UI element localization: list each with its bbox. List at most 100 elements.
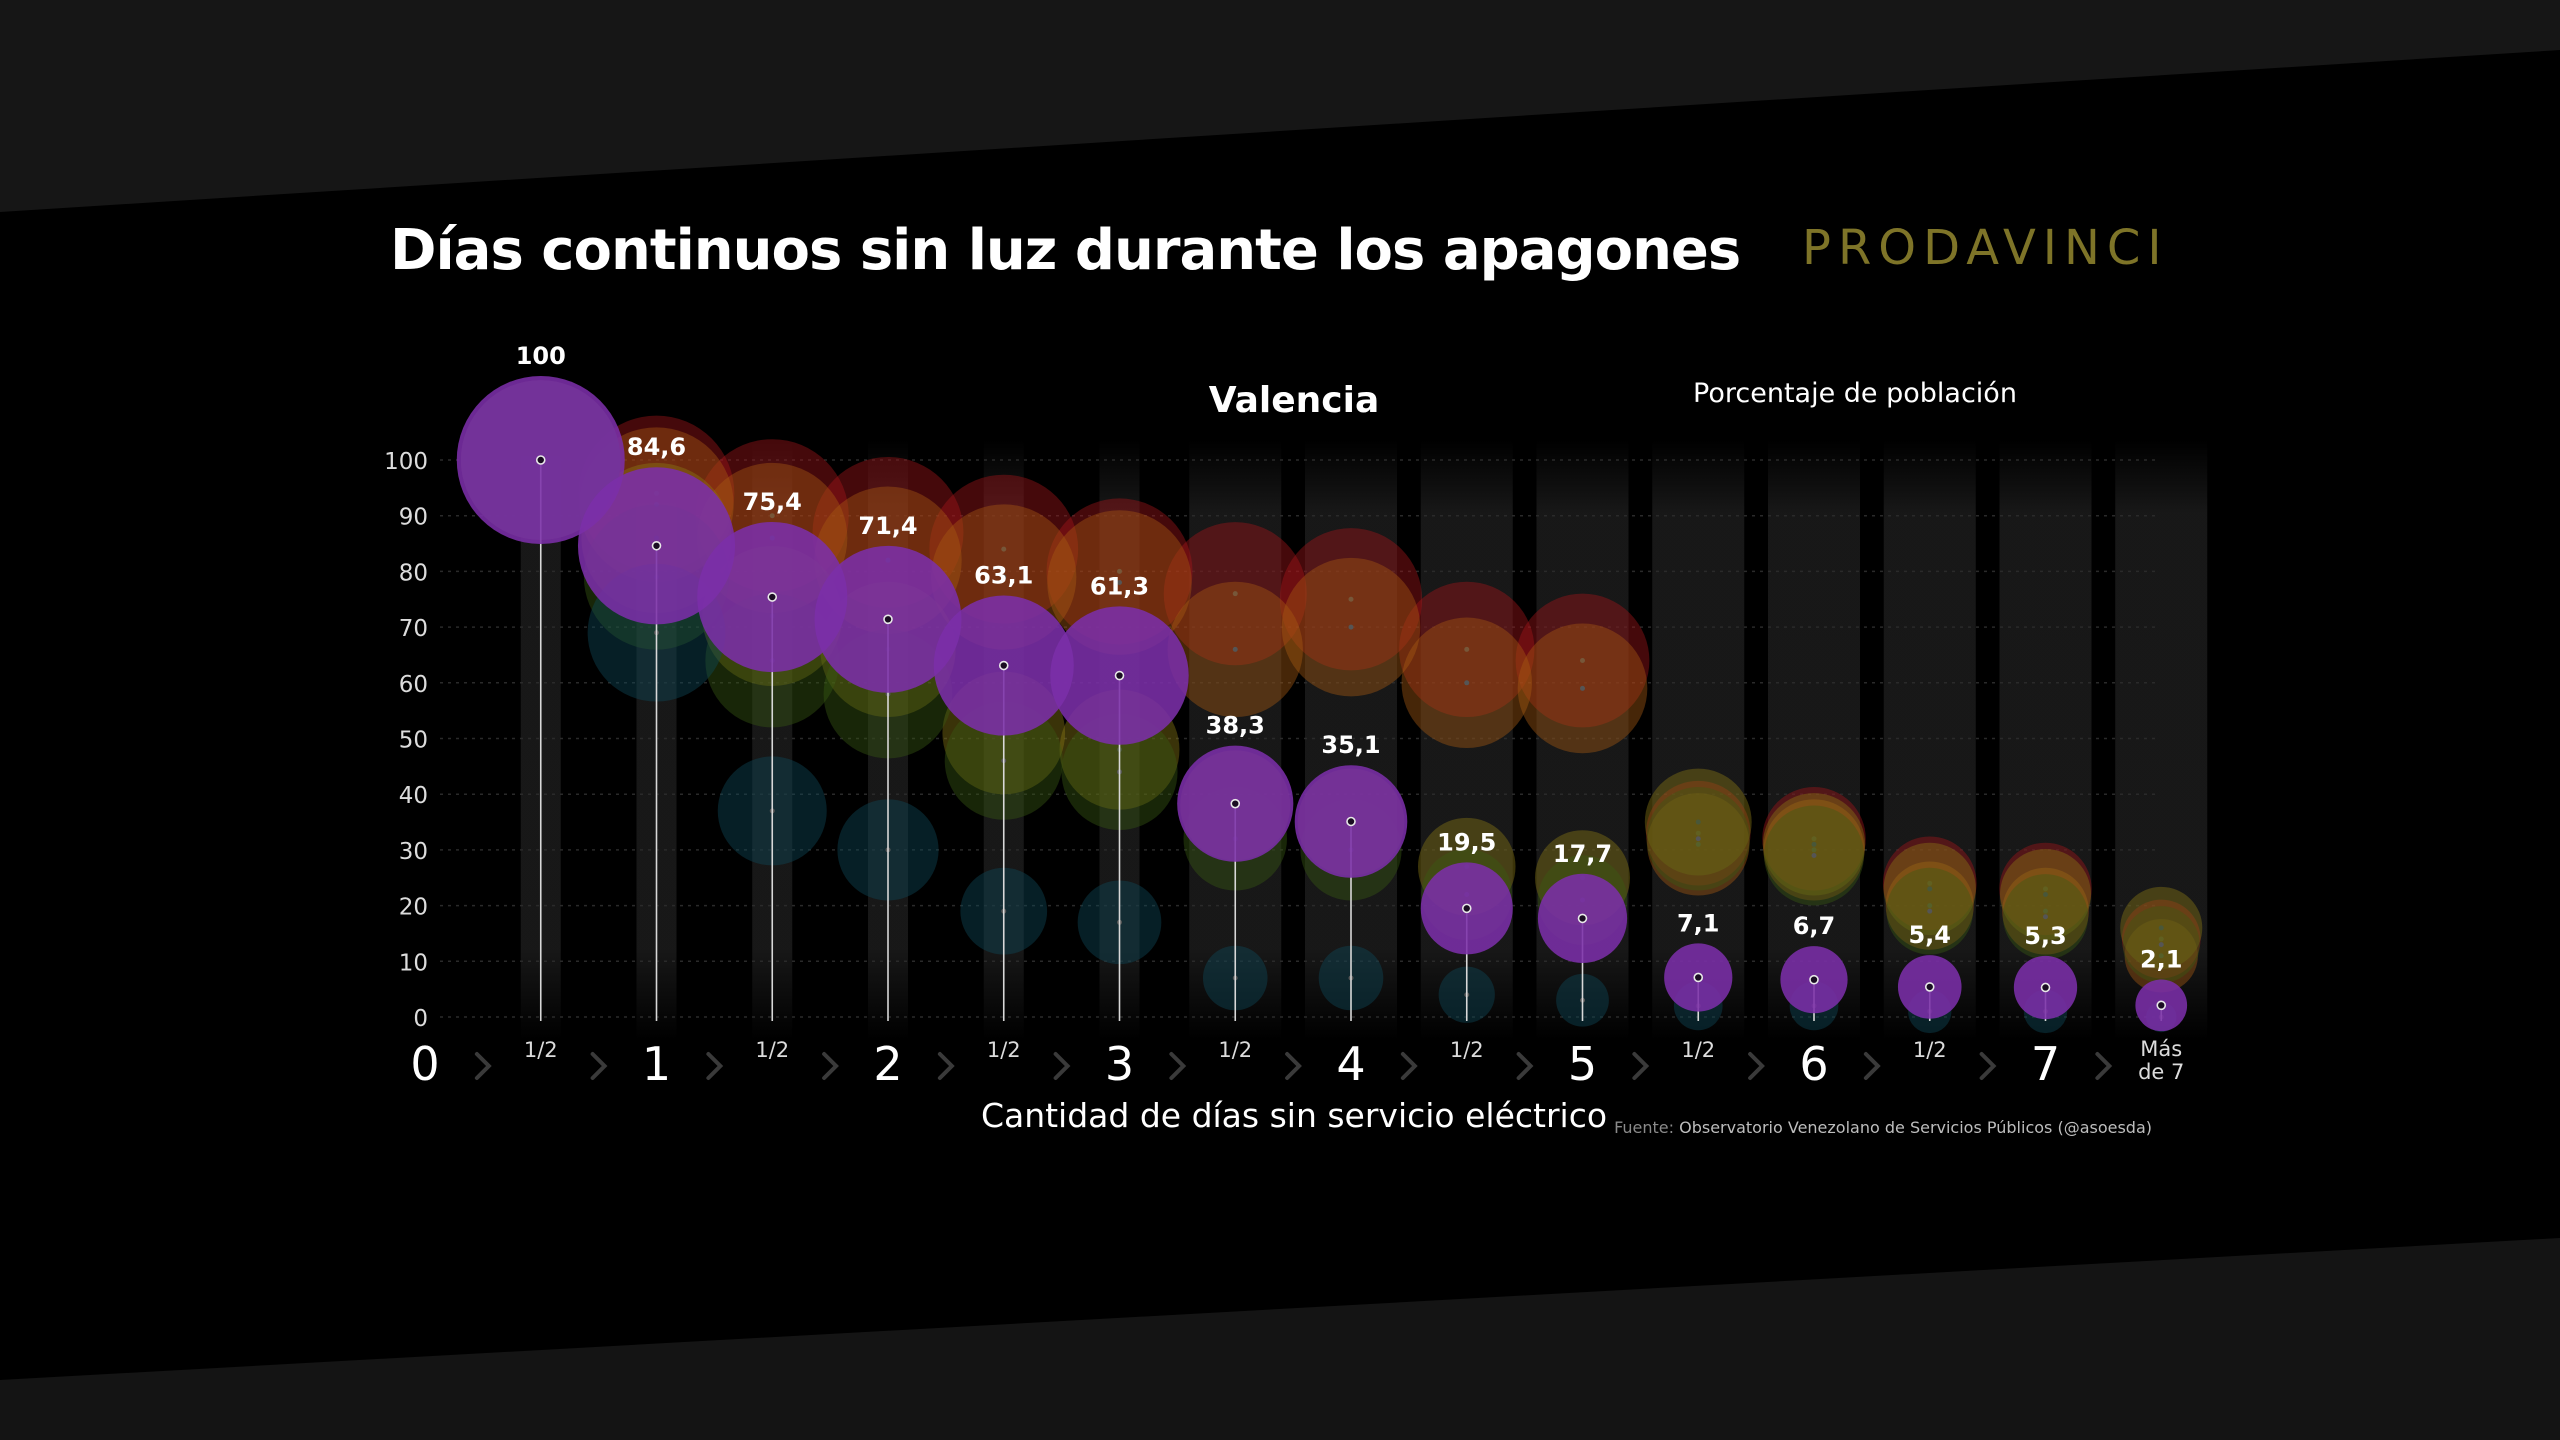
data-point <box>1346 816 1356 827</box>
chevron-icon <box>1979 1052 1997 1080</box>
column-band <box>1883 440 1976 1040</box>
x-axis-label: Cantidad de días sin servicio eléctrico <box>981 1096 1607 1135</box>
data-point <box>2156 1000 2167 1011</box>
data-label: 5,4 <box>1908 921 1951 949</box>
source-note: Fuente: Observatorio Venezolano de Servi… <box>1614 1118 2152 1137</box>
y-tick-label: 60 <box>399 672 428 698</box>
ghost-dot <box>2158 953 2164 959</box>
data-point <box>2040 982 2051 993</box>
x-tick-half: 1/2 <box>987 1038 1021 1062</box>
chevron-icon <box>1285 1052 1302 1080</box>
chevron-icon <box>1053 1052 1071 1080</box>
ghost-dot <box>1001 574 1007 580</box>
data-label: 17,7 <box>1553 840 1612 868</box>
ghost-dot <box>1811 847 1817 853</box>
data-label: 63,1 <box>974 562 1033 590</box>
data-point <box>1577 913 1588 924</box>
ghost-dot <box>2043 908 2048 914</box>
source-label: Fuente: <box>1614 1118 1674 1137</box>
data-label: 61,3 <box>1090 572 1149 600</box>
data-point <box>998 660 1009 671</box>
column-band <box>1999 440 2092 1040</box>
ghost-dot <box>2158 936 2164 942</box>
ghost-dot <box>1117 568 1122 574</box>
x-tick-half: 1/2 <box>524 1038 558 1062</box>
x-tick-half: 1/2 <box>755 1038 789 1062</box>
data-point <box>1461 903 1472 914</box>
ghost-dot <box>1580 658 1585 664</box>
column-band <box>1768 440 1860 1040</box>
ghost-dot <box>1348 596 1354 602</box>
ghost-dot <box>1464 680 1470 686</box>
y-tick-label: 80 <box>399 560 428 586</box>
chevron-icon <box>822 1052 839 1080</box>
x-tick-major: 1 <box>642 1037 671 1091</box>
data-label: 100 <box>516 342 566 370</box>
x-tick-major: 4 <box>1336 1037 1365 1091</box>
data-point <box>767 592 778 602</box>
source-value: Observatorio Venezolano de Servicios Púb… <box>1679 1118 2152 1137</box>
ghost-dot <box>1348 624 1354 630</box>
y-tick-label: 90 <box>399 505 428 531</box>
column-band <box>1652 440 1745 1040</box>
ghost-dot <box>1811 836 1817 842</box>
ghost-dot <box>2043 886 2048 892</box>
data-label: 19,5 <box>1437 828 1496 856</box>
column-shading <box>520 440 2208 1040</box>
ghost-dot <box>769 513 775 519</box>
y-tick-label: 70 <box>399 616 428 642</box>
data-label: 6,7 <box>1793 912 1836 940</box>
x-tick-major: 3 <box>1105 1037 1134 1091</box>
ghost-dot <box>2158 925 2164 931</box>
ghost-dot <box>1580 685 1585 691</box>
ghost-dot <box>1811 841 1817 847</box>
ghost-dot <box>1811 852 1817 858</box>
bottom-band <box>0 1238 2560 1440</box>
ghost-dot <box>1927 903 1933 909</box>
chevron-icon <box>1748 1052 1765 1080</box>
data-label: 35,1 <box>1321 731 1380 759</box>
chevron-icon <box>937 1052 955 1080</box>
y-tick-label: 100 <box>384 449 428 475</box>
data-point <box>1114 670 1125 681</box>
ghost-dot <box>1695 819 1701 825</box>
ghost-dot <box>1001 546 1007 552</box>
chevron-icon <box>1400 1052 1418 1080</box>
y-tick-label: 20 <box>399 895 428 921</box>
x-tick-half: 1/2 <box>1218 1038 1252 1062</box>
x-tick-last-line1: Más <box>2140 1037 2182 1061</box>
x-tick-half: 1/2 <box>1681 1038 1715 1062</box>
grid-lines <box>440 459 2160 1018</box>
data-point <box>1924 982 1935 992</box>
ghost-dot <box>2158 942 2164 948</box>
data-point <box>1230 798 1241 809</box>
y-tick-label: 0 <box>413 1006 428 1032</box>
ghost-dot <box>1927 886 1933 892</box>
chevron-icon <box>590 1052 608 1080</box>
ghost-dot <box>1695 836 1701 842</box>
brand-logo: PRODAVINCI <box>1802 220 2169 276</box>
chevron-icon <box>706 1052 724 1080</box>
ghost-dot <box>1695 841 1701 847</box>
data-label: 5,3 <box>2024 922 2067 950</box>
x-tick-last-line2: de 7 <box>2138 1060 2184 1084</box>
data-point <box>883 614 893 625</box>
chevron-icon <box>1632 1052 1650 1080</box>
data-point <box>1809 974 1819 985</box>
chevron-icon <box>2095 1052 2113 1080</box>
ghost-dot <box>1927 880 1933 886</box>
page-title: Días continuos sin luz durante los apago… <box>390 218 1741 283</box>
y-tick-label: 30 <box>399 839 428 865</box>
data-labels: 100 84,6 75,4 71,4 63,1 61,3 38,3 35,1 19,5 17,7 7… <box>516 342 2183 973</box>
x-tick-major: 5 <box>1568 1037 1597 1091</box>
x-tick-major: 6 <box>1799 1037 1828 1091</box>
data-point <box>651 540 662 551</box>
chevron-icon <box>474 1052 492 1080</box>
y-tick-label: 50 <box>399 728 428 754</box>
primary-bubbles <box>456 376 2188 1032</box>
